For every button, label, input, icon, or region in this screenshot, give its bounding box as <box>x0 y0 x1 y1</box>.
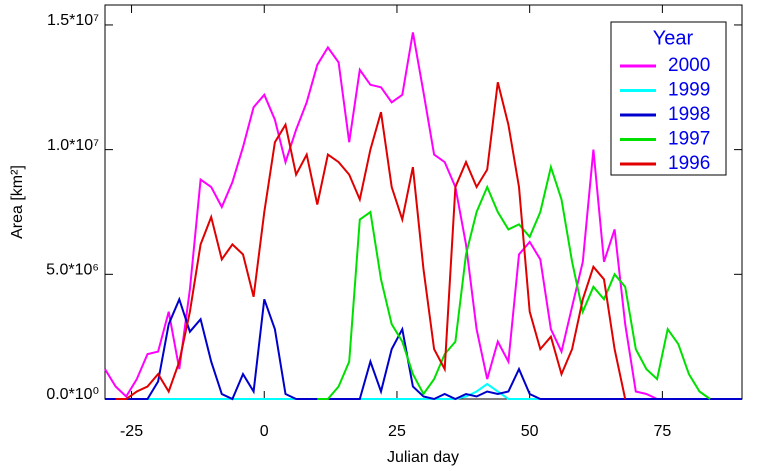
series-line <box>105 296 742 401</box>
legend-label: 1999 <box>668 80 710 101</box>
y-tick-label: 1.5*10⁷ <box>47 12 99 29</box>
x-axis-label: Julian day <box>387 449 459 466</box>
y-tick-label: 0.0*10⁰ <box>46 386 99 403</box>
y-tick-label: 1.0*10⁷ <box>47 137 99 154</box>
legend-box <box>610 21 727 176</box>
legend-label: 1996 <box>668 153 710 174</box>
y-tick-label: 5.0*10⁶ <box>46 262 99 279</box>
series-line <box>317 163 711 400</box>
x-tick-label: 0 <box>260 423 269 440</box>
legend-title: Year <box>653 27 694 49</box>
x-tick-label: 25 <box>388 423 406 440</box>
series-line <box>104 32 658 400</box>
legend-label: 2000 <box>668 55 710 76</box>
x-tick-label: 75 <box>653 423 671 440</box>
legend-label: 1998 <box>668 104 710 125</box>
y-axis-label: Area [km²] <box>9 165 26 239</box>
x-tick-label: 50 <box>521 423 539 440</box>
legend-label: 1997 <box>668 129 710 150</box>
x-tick-label: -25 <box>120 423 143 440</box>
series-line <box>115 82 627 400</box>
